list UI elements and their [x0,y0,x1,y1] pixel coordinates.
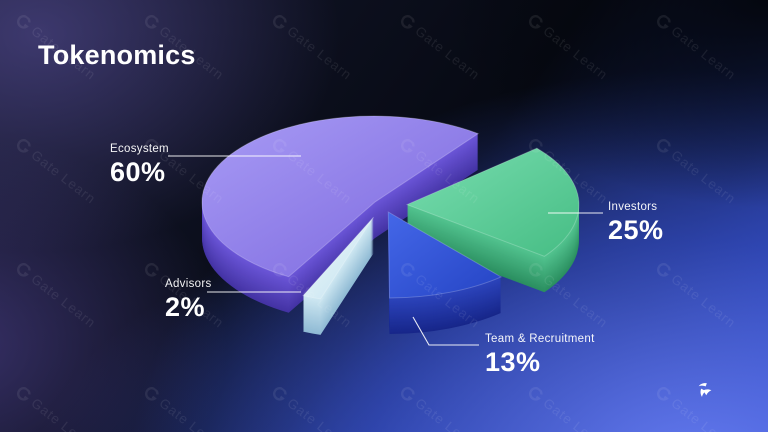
callout-line-team-recruitment [412,316,479,346]
callout-advisors: Advisors 2% [165,278,212,323]
slice-percentage: 60% [110,157,166,187]
slice-label: Investors [608,201,658,213]
slice-label: Team & Recruitment [485,333,595,345]
callout-investors: Investors 25% [608,201,664,246]
pie-slice-investors [405,147,580,293]
page-title: Tokenomics [38,40,196,70]
callout-team-recruitment: Team & Recruitment 13% [485,333,595,378]
slice-label: Ecosystem [110,143,169,155]
slice-label: Advisors [165,278,212,290]
slice-percentage: 25% [608,215,664,245]
pie-slice-ecosystem [201,115,480,313]
pie-slice-team-recruitment [387,211,503,334]
slice-percentage: 13% [485,347,541,377]
callout-ecosystem: Ecosystem 60% [110,143,169,188]
slice-percentage: 2% [165,292,206,322]
gate-mark-icon [690,379,716,410]
pie-slice-advisors [302,216,375,335]
